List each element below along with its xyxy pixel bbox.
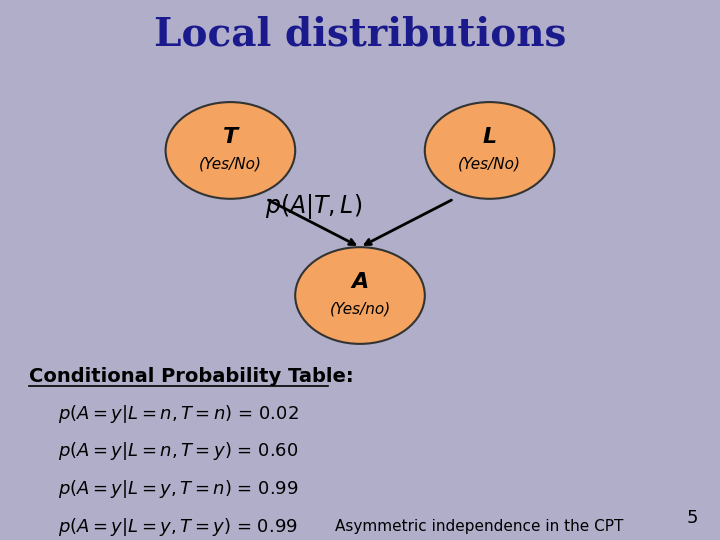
Text: $p(A{=}y|L{=}n, T{=}y)$ = 0.60: $p(A{=}y|L{=}n, T{=}y)$ = 0.60 bbox=[58, 440, 298, 462]
Text: 5: 5 bbox=[687, 509, 698, 526]
Text: (Yes/No): (Yes/No) bbox=[199, 157, 262, 171]
Text: $p(A{=}y|L{=}n, T{=}n)$ = 0.02: $p(A{=}y|L{=}n, T{=}n)$ = 0.02 bbox=[58, 403, 298, 425]
Text: L: L bbox=[482, 127, 497, 147]
Ellipse shape bbox=[166, 102, 295, 199]
Text: $p(A|T,L)$: $p(A|T,L)$ bbox=[264, 192, 362, 221]
Text: Asymmetric independence in the CPT: Asymmetric independence in the CPT bbox=[335, 519, 624, 534]
Text: (Yes/no): (Yes/no) bbox=[329, 301, 391, 316]
Text: (Yes/No): (Yes/No) bbox=[458, 157, 521, 171]
Text: Conditional Probability Table:: Conditional Probability Table: bbox=[29, 367, 354, 386]
Text: $p(A{=}y|L{=}y, T{=}y)$ = 0.99: $p(A{=}y|L{=}y, T{=}y)$ = 0.99 bbox=[58, 516, 297, 537]
Text: Local distributions: Local distributions bbox=[154, 16, 566, 54]
Text: $p(A{=}y|L{=}y, T{=}n)$ = 0.99: $p(A{=}y|L{=}y, T{=}n)$ = 0.99 bbox=[58, 478, 298, 500]
Ellipse shape bbox=[295, 247, 425, 344]
Ellipse shape bbox=[425, 102, 554, 199]
Text: T: T bbox=[222, 127, 238, 147]
Text: A: A bbox=[351, 272, 369, 292]
